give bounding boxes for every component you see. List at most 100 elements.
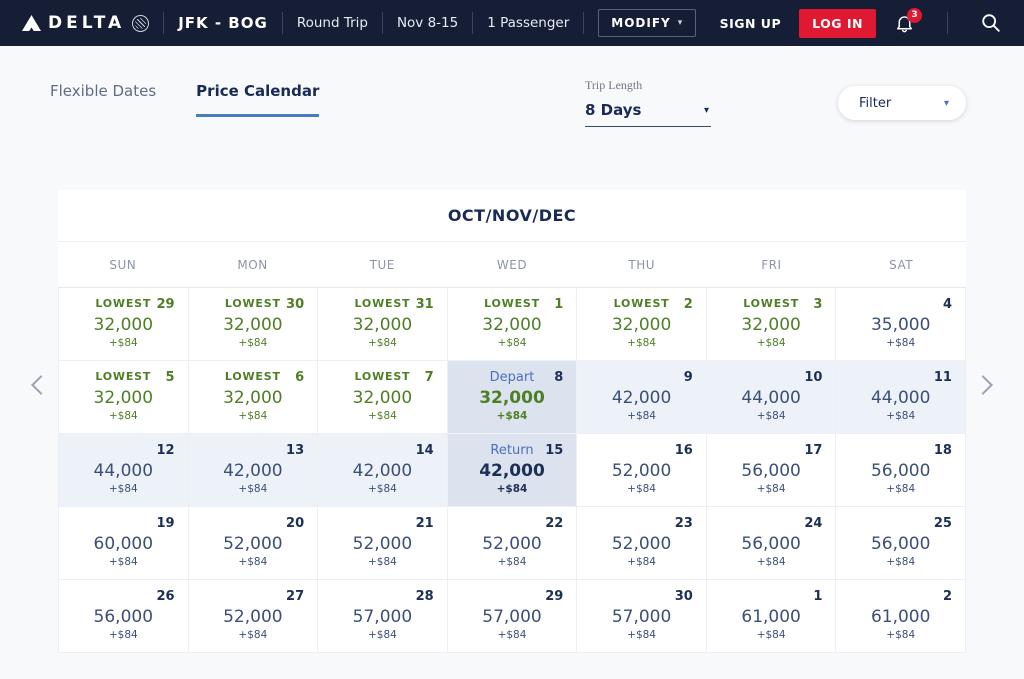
divider	[472, 12, 474, 34]
cell-price: 32,000	[223, 315, 283, 335]
calendar-cell-17[interactable]: 17 56,000 +$84	[706, 434, 837, 507]
calendar-cell-28[interactable]: 28 57,000 +$84	[318, 580, 448, 653]
chevron-down-icon: ▾	[943, 97, 949, 109]
trip-type-label: Round Trip	[296, 15, 368, 31]
calendar-cell-21[interactable]: 21 52,000 +$84	[318, 507, 448, 580]
cell-date: 30	[286, 297, 305, 312]
calendar-cell-2[interactable]: 2 61,000 +$84	[836, 580, 966, 653]
trip-length-control: Trip Length 8 Days ▾	[585, 78, 711, 127]
calendar-cell-23[interactable]: 23 52,000 +$84	[577, 507, 707, 580]
calendar-cell-7[interactable]: 7 LOWEST 32,000 +$84	[318, 361, 448, 434]
calendar-cell-18[interactable]: 18 56,000 +$84	[836, 434, 966, 507]
cell-date: 3	[813, 297, 823, 312]
cell-date: 8	[554, 370, 564, 385]
cell-date: 2	[942, 589, 952, 604]
calendar-cell-24[interactable]: 24 56,000 +$84	[706, 507, 837, 580]
calendar-cell-3[interactable]: 3 LOWEST 32,000 +$84	[706, 288, 837, 361]
calendar-cell-5[interactable]: 5 LOWEST 32,000 +$84	[59, 361, 189, 434]
calendar-cell-1[interactable]: 1 LOWEST 32,000 +$84	[447, 288, 578, 361]
cell-fee: +$84	[368, 629, 397, 641]
cell-fee: +$84	[627, 410, 656, 422]
cell-fare-label: LOWEST	[224, 370, 281, 383]
sign-up-link[interactable]: SIGN UP	[719, 15, 782, 31]
chevron-down-icon: ▾	[677, 18, 684, 28]
cell-price: 32,000	[223, 388, 283, 408]
cell-price: 57,000	[352, 607, 413, 627]
calendar-cell-30[interactable]: 30 57,000 +$84	[577, 580, 707, 653]
cell-date: 20	[286, 516, 305, 531]
cell-fee: +$84	[496, 483, 528, 495]
cell-fee: +$84	[108, 337, 138, 349]
cell-fee: +$84	[108, 483, 138, 495]
filter-dropdown[interactable]: Filter ▾	[838, 86, 966, 120]
calendar-cell-8[interactable]: 8 Depart 32,000 +$84	[447, 361, 578, 434]
cell-date: 14	[415, 443, 434, 458]
calendar-cell-15[interactable]: 15 Return 42,000 +$84	[447, 434, 578, 507]
cell-date: 29	[156, 297, 175, 312]
calendar-cell-4[interactable]: 4 35,000 +$84	[836, 288, 966, 361]
cell-price: 61,000	[741, 607, 801, 627]
cell-fee: +$84	[368, 410, 397, 422]
modify-button[interactable]: MODIFY ▾	[598, 9, 697, 37]
cell-price: 52,000	[352, 534, 413, 554]
cell-fee: +$84	[627, 337, 656, 349]
trip-length-select[interactable]: 8 Days ▾	[585, 93, 711, 127]
calendar-cell-25[interactable]: 25 56,000 +$84	[836, 507, 966, 580]
cell-fee: +$84	[368, 483, 397, 495]
cell-fare-label: LOWEST	[484, 297, 540, 310]
cell-price: 32,000	[479, 388, 545, 408]
cell-fee: +$84	[497, 337, 527, 349]
calendar-cell-27[interactable]: 27 52,000 +$84	[188, 580, 319, 653]
calendar-cell-22[interactable]: 22 52,000 +$84	[447, 507, 578, 580]
cell-price: 56,000	[93, 607, 154, 627]
day-header-fri: FRI	[761, 257, 782, 272]
tab-flexible-dates[interactable]: Flexible Dates	[50, 82, 157, 100]
calendar-cell-30[interactable]: 30 LOWEST 32,000 +$84	[188, 288, 319, 361]
cell-price: 52,000	[611, 534, 672, 554]
calendar-cell-19[interactable]: 19 60,000 +$84	[59, 507, 189, 580]
previous-month-button[interactable]	[31, 375, 51, 395]
cell-price: 52,000	[223, 607, 283, 627]
day-header-wed: WED	[496, 257, 528, 272]
calendar-cell-6[interactable]: 6 LOWEST 32,000 +$84	[188, 361, 319, 434]
calendar-cell-14[interactable]: 14 42,000 +$84	[318, 434, 448, 507]
calendar-cell-13[interactable]: 13 42,000 +$84	[188, 434, 319, 507]
calendar-grid: 29 LOWEST 32,000 +$84 30 LOWEST 32,000 +$84 31 LO…	[58, 288, 966, 653]
delta-logo[interactable]: DELTA	[22, 13, 150, 33]
cell-price: 32,000	[93, 315, 154, 335]
cell-date: 9	[683, 370, 693, 385]
modify-button-label: MODIFY	[611, 16, 671, 30]
cell-price: 44,000	[93, 461, 154, 481]
next-month-button[interactable]	[973, 375, 993, 395]
cell-fee: +$84	[756, 629, 786, 641]
log-in-button[interactable]: LOG IN	[799, 8, 876, 38]
route-label: JFK - BOG	[178, 14, 268, 32]
trip-length-value: 8 Days	[585, 101, 642, 119]
cell-price: 32,000	[611, 315, 672, 335]
cell-fee: +$84	[108, 556, 138, 568]
cell-fee: +$84	[756, 483, 786, 495]
calendar-cell-29[interactable]: 29 57,000 +$84	[447, 580, 578, 653]
calendar-cell-26[interactable]: 26 56,000 +$84	[59, 580, 189, 653]
skymiles-medallion-icon	[132, 14, 150, 32]
calendar-cell-12[interactable]: 12 44,000 +$84	[59, 434, 189, 507]
calendar-cell-10[interactable]: 10 44,000 +$84	[706, 361, 837, 434]
day-header-row: SUN MON TUE WED THU FRI SAT	[58, 242, 966, 288]
calendar-cell-29[interactable]: 29 LOWEST 32,000 +$84	[59, 288, 189, 361]
day-header-sat: SAT	[889, 257, 914, 272]
tab-price-calendar[interactable]: Price Calendar	[196, 82, 320, 117]
calendar-cell-20[interactable]: 20 52,000 +$84	[188, 507, 319, 580]
calendar-cell-2[interactable]: 2 LOWEST 32,000 +$84	[577, 288, 707, 361]
cell-fee: +$84	[886, 410, 916, 422]
calendar-cell-16[interactable]: 16 52,000 +$84	[577, 434, 707, 507]
cell-fare-label: LOWEST	[743, 297, 800, 310]
cell-fee: +$84	[238, 337, 268, 349]
calendar-cell-11[interactable]: 11 44,000 +$84	[836, 361, 966, 434]
calendar-cell-9[interactable]: 9 42,000 +$84	[577, 361, 707, 434]
calendar-cell-31[interactable]: 31 LOWEST 32,000 +$84	[318, 288, 448, 361]
cell-date: 12	[156, 443, 175, 458]
search-button[interactable]	[980, 12, 1002, 34]
cell-date: 18	[933, 443, 952, 458]
notifications-button[interactable]: 3	[894, 7, 922, 34]
calendar-cell-1[interactable]: 1 61,000 +$84	[706, 580, 837, 653]
